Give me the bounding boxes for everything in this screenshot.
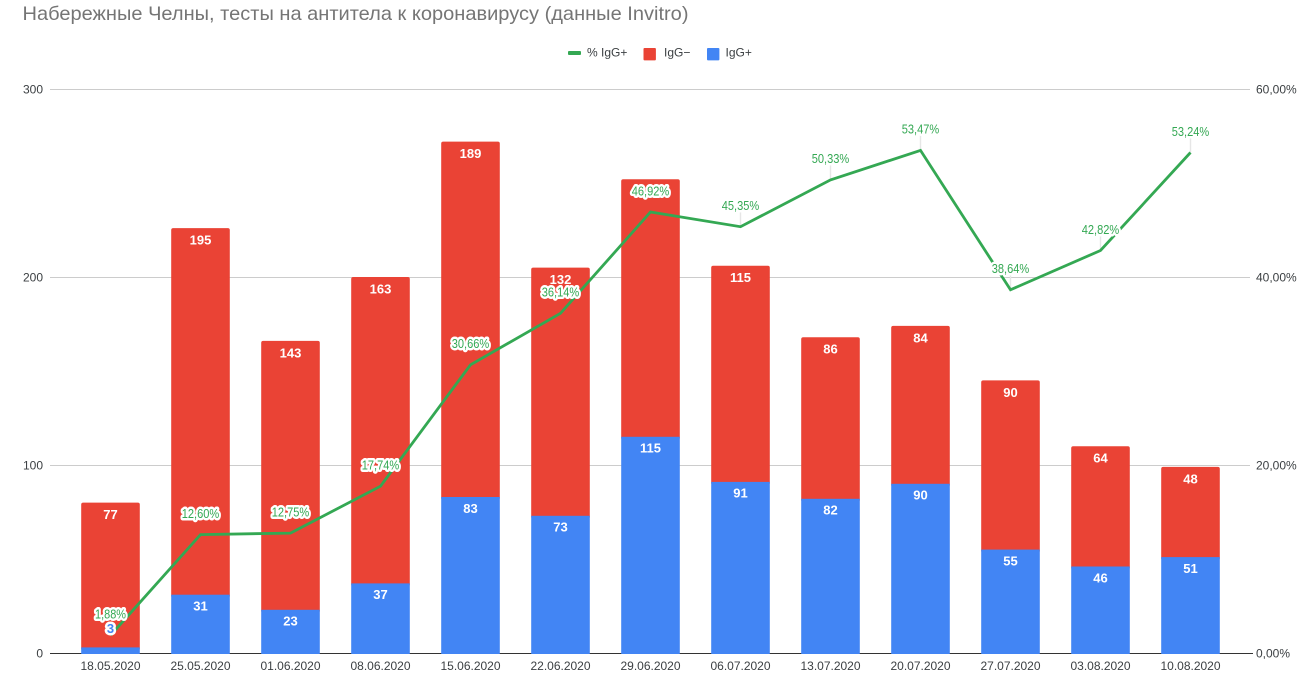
svg-text:115: 115	[730, 270, 751, 285]
svg-text:30,66%: 30,66%	[452, 336, 490, 351]
svg-text:10.08.2020: 10.08.2020	[1160, 659, 1220, 673]
svg-text:15.06.2020: 15.06.2020	[440, 659, 500, 673]
svg-text:36,14%: 36,14%	[542, 285, 580, 300]
svg-text:18.05.2020: 18.05.2020	[80, 659, 140, 673]
svg-text:84: 84	[913, 330, 928, 345]
svg-text:IgG−: IgG−	[664, 46, 690, 60]
svg-text:200: 200	[23, 270, 43, 284]
svg-text:53,24%: 53,24%	[1172, 124, 1210, 139]
svg-text:13.07.2020: 13.07.2020	[800, 659, 860, 673]
svg-text:46: 46	[1093, 570, 1107, 585]
svg-text:48: 48	[1183, 471, 1197, 486]
svg-text:50,33%: 50,33%	[812, 151, 850, 166]
svg-text:1,88%: 1,88%	[95, 607, 126, 622]
svg-text:38,64%: 38,64%	[992, 261, 1030, 276]
svg-text:17,74%: 17,74%	[362, 458, 400, 473]
svg-text:143: 143	[280, 345, 302, 360]
svg-text:300: 300	[23, 82, 43, 96]
svg-text:51: 51	[1183, 561, 1197, 576]
svg-text:115: 115	[640, 441, 661, 456]
svg-text:03.08.2020: 03.08.2020	[1070, 659, 1130, 673]
svg-text:29.06.2020: 29.06.2020	[620, 659, 680, 673]
svg-text:60,00%: 60,00%	[1256, 82, 1297, 96]
svg-text:42,82%: 42,82%	[1082, 222, 1120, 237]
svg-text:90: 90	[1003, 385, 1017, 400]
svg-text:3: 3	[107, 621, 114, 636]
svg-text:37: 37	[373, 587, 387, 602]
svg-text:195: 195	[190, 233, 212, 248]
svg-text:132: 132	[550, 272, 572, 287]
svg-text:08.06.2020: 08.06.2020	[350, 659, 410, 673]
svg-text:55: 55	[1003, 553, 1017, 568]
svg-text:20.07.2020: 20.07.2020	[890, 659, 950, 673]
svg-text:% IgG+: % IgG+	[587, 46, 627, 60]
svg-text:06.07.2020: 06.07.2020	[710, 659, 770, 673]
svg-text:0: 0	[36, 646, 43, 660]
svg-text:53,47%: 53,47%	[902, 122, 940, 137]
svg-text:73: 73	[553, 520, 567, 535]
svg-text:0,00%: 0,00%	[1256, 646, 1290, 660]
svg-text:86: 86	[823, 342, 837, 357]
svg-text:64: 64	[1093, 451, 1108, 466]
svg-text:12,75%: 12,75%	[272, 504, 310, 519]
svg-text:82: 82	[823, 503, 837, 518]
svg-text:25.05.2020: 25.05.2020	[170, 659, 230, 673]
svg-text:77: 77	[103, 507, 117, 522]
svg-text:90: 90	[913, 488, 927, 503]
svg-text:12,60%: 12,60%	[182, 506, 220, 521]
svg-text:IgG+: IgG+	[726, 46, 752, 60]
svg-text:Набережные Челны, тесты на ант: Набережные Челны, тесты на антитела к ко…	[23, 3, 689, 25]
svg-text:22.06.2020: 22.06.2020	[530, 659, 590, 673]
svg-text:46,92%: 46,92%	[632, 183, 670, 198]
svg-text:83: 83	[463, 501, 477, 516]
svg-text:27.07.2020: 27.07.2020	[980, 659, 1040, 673]
svg-text:100: 100	[23, 458, 43, 472]
svg-text:189: 189	[460, 146, 482, 161]
svg-text:23: 23	[283, 614, 297, 629]
svg-text:20,00%: 20,00%	[1256, 458, 1297, 472]
svg-text:40,00%: 40,00%	[1256, 270, 1297, 284]
svg-text:45,35%: 45,35%	[722, 198, 760, 213]
svg-text:91: 91	[733, 486, 747, 501]
svg-text:163: 163	[370, 282, 392, 297]
svg-text:31: 31	[193, 599, 207, 614]
svg-text:01.06.2020: 01.06.2020	[260, 659, 320, 673]
